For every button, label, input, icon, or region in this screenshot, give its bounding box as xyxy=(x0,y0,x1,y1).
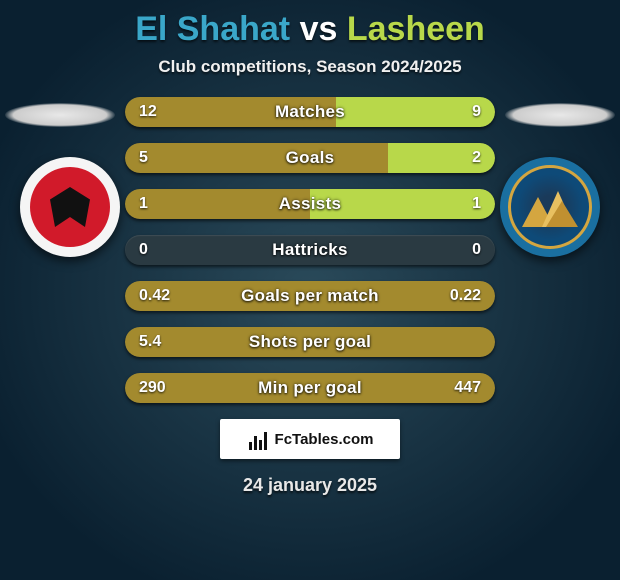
brand-badge: FcTables.com xyxy=(220,419,400,459)
comparison-arena: 129Matches 52Goals 11Assists 00Hattricks 0.4… xyxy=(0,97,620,403)
metric-row: 11Assists xyxy=(125,189,495,219)
pyramids-icon xyxy=(508,165,592,249)
shadow-left xyxy=(5,103,115,127)
team-badge-left xyxy=(20,157,120,257)
metric-row: 52Goals xyxy=(125,143,495,173)
vs-text: vs xyxy=(300,10,338,48)
team-badge-right xyxy=(500,157,600,257)
date-text: 24 january 2025 xyxy=(0,475,620,496)
shadow-right xyxy=(505,103,615,127)
metric-row: 0.420.22Goals per match xyxy=(125,281,495,311)
metric-row: 290447Min per goal xyxy=(125,373,495,403)
metric-label: Min per goal xyxy=(125,373,495,403)
metric-row: 5.4Shots per goal xyxy=(125,327,495,357)
metric-label: Goals xyxy=(125,143,495,173)
metric-row: 129Matches xyxy=(125,97,495,127)
fctables-chart-icon xyxy=(247,428,269,450)
metric-label: Hattricks xyxy=(125,235,495,265)
metric-label: Goals per match xyxy=(125,281,495,311)
metric-label: Matches xyxy=(125,97,495,127)
metric-label: Shots per goal xyxy=(125,327,495,357)
page-title: El Shahat vs Lasheen xyxy=(0,0,620,49)
player1-name: El Shahat xyxy=(135,10,290,48)
player2-name: Lasheen xyxy=(347,10,485,48)
brand-text: FcTables.com xyxy=(275,431,374,448)
metric-label: Assists xyxy=(125,189,495,219)
subtitle: Club competitions, Season 2024/2025 xyxy=(0,57,620,77)
metrics-bars: 129Matches 52Goals 11Assists 00Hattricks 0.4… xyxy=(125,97,495,403)
metric-row: 00Hattricks xyxy=(125,235,495,265)
eagle-icon xyxy=(45,182,95,232)
al-ahly-icon xyxy=(30,167,110,247)
